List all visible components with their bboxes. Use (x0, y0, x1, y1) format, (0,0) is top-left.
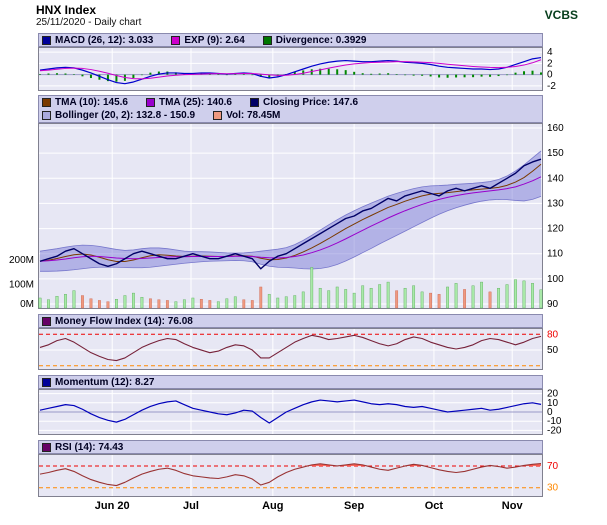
x-axis-label-sep: Sep (344, 500, 365, 512)
legend-item-divergence: Divergence: 0.3929 (262, 34, 367, 46)
price-chart: 160 150 140 130 120 110 100 90 200M 100M 0M (0, 123, 607, 314)
legend-label: EXP (9): 2.64 (184, 34, 245, 46)
tma25-color-swatch-icon (145, 98, 155, 107)
svg-text:130: 130 (547, 198, 564, 209)
price-legend-row-1: TMA (10): 145.6 TMA (25): 140.6 Closing … (42, 96, 539, 109)
legend-label: MACD (26, 12): 3.033 (55, 34, 154, 46)
x-axis-label-oct: Oct (424, 500, 444, 512)
chart-subtitle: 25/11/2020 - Daily chart (36, 17, 142, 28)
legend-label: Closing Price: 147.6 (262, 97, 359, 108)
legend-item-tma25: TMA (25): 140.6 (145, 97, 232, 108)
legend-item-tma10: TMA (10): 145.6 (42, 97, 128, 108)
legend-label: Money Flow Index (14): 76.08 (55, 315, 193, 327)
macd-color-swatch-icon (42, 35, 51, 45)
mfi-color-swatch-icon (42, 316, 51, 326)
svg-text:70: 70 (547, 461, 559, 472)
svg-text:200M: 200M (9, 255, 34, 266)
svg-text:100M: 100M (9, 280, 34, 291)
legend-item-macd: MACD (26, 12): 3.033 (42, 35, 153, 46)
x-axis-label-jun20: Jun 20 (94, 500, 130, 512)
closing-price-color-swatch-icon (249, 98, 259, 107)
x-axis: Jun 20 Jul Aug Sep Oct Nov (0, 500, 607, 518)
svg-text:150: 150 (547, 148, 564, 159)
mfi-chart: 80 50 (0, 328, 607, 375)
mfi-legend: Money Flow Index (14): 76.08 (38, 314, 543, 328)
legend-label: Vol: 78.45M (226, 110, 281, 121)
brand-logo: VCBS (544, 8, 578, 22)
svg-text:-2: -2 (547, 81, 556, 91)
rsi-chart: 70 30 (0, 454, 607, 502)
macd-legend: MACD (26, 12): 3.033 EXP (9): 2.64 Diver… (38, 33, 543, 47)
svg-text:50: 50 (547, 345, 559, 356)
legend-item-closing-price: Closing Price: 147.6 (249, 97, 359, 108)
legend-label: Momentum (12): 8.27 (55, 376, 155, 388)
tma10-color-swatch-icon (42, 98, 51, 107)
bollinger-color-swatch-icon (42, 111, 51, 120)
mfi-legend-row: Money Flow Index (14): 76.08 (42, 315, 539, 327)
legend-item-exp: EXP (9): 2.64 (171, 34, 245, 46)
volume-color-swatch-icon (213, 111, 223, 120)
svg-text:80: 80 (547, 329, 559, 340)
momentum-chart: 20 10 0 -10 -20 (0, 389, 607, 440)
svg-text:120: 120 (547, 224, 564, 235)
legend-item-rsi: RSI (14): 74.43 (42, 442, 123, 453)
exp-color-swatch-icon (171, 35, 181, 45)
svg-text:2: 2 (547, 58, 553, 69)
momentum-legend-row: Momentum (12): 8.27 (42, 376, 539, 388)
macd-chart: 4 2 0 -2 (0, 47, 607, 96)
svg-text:110: 110 (547, 249, 563, 260)
svg-text:20: 20 (547, 389, 559, 400)
svg-text:10: 10 (547, 398, 559, 409)
legend-label: Bollinger (20, 2): 132.8 - 150.9 (55, 110, 196, 121)
legend-label: TMA (25): 140.6 (158, 97, 232, 108)
svg-text:4: 4 (547, 47, 553, 58)
x-axis-label-jul: Jul (183, 500, 199, 512)
rsi-legend-row: RSI (14): 74.43 (42, 441, 539, 453)
price-legend: TMA (10): 145.6 TMA (25): 140.6 Closing … (38, 95, 543, 123)
svg-text:160: 160 (547, 123, 564, 134)
momentum-color-swatch-icon (42, 377, 51, 387)
svg-text:0M: 0M (20, 299, 34, 309)
legend-item-momentum: Momentum (12): 8.27 (42, 377, 154, 388)
legend-item-mfi: Money Flow Index (14): 76.08 (42, 316, 193, 327)
svg-text:30: 30 (547, 483, 559, 494)
x-axis-label-aug: Aug (262, 500, 284, 512)
legend-label: TMA (10): 145.6 (55, 97, 128, 108)
svg-text:140: 140 (547, 173, 564, 184)
legend-label: Divergence: 0.3929 (275, 34, 367, 46)
svg-text:100: 100 (547, 274, 564, 285)
svg-text:90: 90 (547, 299, 559, 309)
legend-label: RSI (14): 74.43 (55, 441, 124, 453)
divergence-color-swatch-icon (262, 35, 272, 45)
svg-text:-10: -10 (547, 416, 562, 427)
momentum-legend: Momentum (12): 8.27 (38, 375, 543, 389)
rsi-color-swatch-icon (42, 442, 51, 452)
legend-item-bollinger: Bollinger (20, 2): 132.8 - 150.9 (42, 110, 195, 121)
svg-text:0: 0 (547, 407, 553, 418)
x-axis-label-nov: Nov (501, 500, 523, 512)
legend-item-volume: Vol: 78.45M (213, 110, 280, 121)
svg-text:0: 0 (547, 70, 553, 81)
svg-text:-20: -20 (547, 425, 562, 435)
chart-title: HNX Index (36, 3, 97, 17)
macd-legend-row: MACD (26, 12): 3.033 EXP (9): 2.64 Diver… (42, 34, 539, 46)
price-legend-row-2: Bollinger (20, 2): 132.8 - 150.9 Vol: 78… (42, 109, 539, 122)
rsi-legend: RSI (14): 74.43 (38, 440, 543, 454)
